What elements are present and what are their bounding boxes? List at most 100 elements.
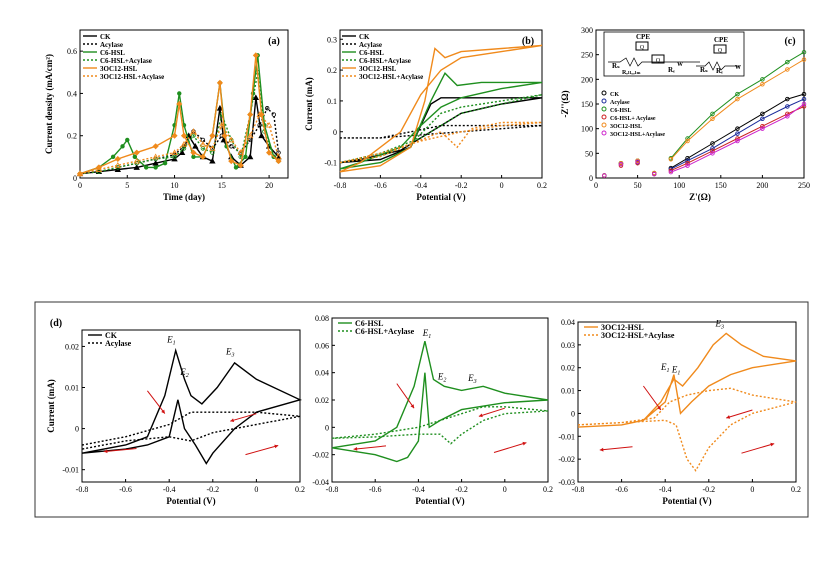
panel-a-data-point <box>171 149 178 156</box>
panel-b-plot-frame <box>339 29 543 179</box>
panel-a-data-point <box>191 133 196 138</box>
panel-a-x-tick-label: 0 <box>78 181 82 190</box>
panel-d1-x-axis-label: Potential (V) <box>166 496 215 506</box>
panel-d1-scan-arrowhead <box>161 409 165 414</box>
panel-c-y-tick-label: 250 <box>581 51 593 60</box>
panel-c-legend-marker-1 <box>601 98 607 104</box>
panel-a-data-point <box>171 132 178 139</box>
panel-c-inset-circuit <box>608 57 700 67</box>
panel-c-fit-line-4 <box>670 59 805 160</box>
panel-c-x-tick-label: 150 <box>715 181 727 190</box>
panel-d3-scan-arrow <box>726 409 753 419</box>
panel-d1-series-line-0 <box>81 347 302 465</box>
panel-d2-y-tick-label: -0.04 <box>312 478 329 487</box>
panel-a-data-point <box>221 132 228 139</box>
panel-c-inset-label: Rₑ <box>716 67 723 75</box>
panel-d1-legend-label-1: Acylase <box>105 339 132 348</box>
panel-d1-y-axis-label: Current (mA) <box>46 379 56 433</box>
panel-d2-y-tick-label: 0.04 <box>315 369 329 378</box>
panel-c-data-point <box>710 148 715 154</box>
panel-b-x-axis-label: Potential (V) <box>416 192 465 202</box>
panel-d3-x-tick-label: -0.8 <box>572 485 585 494</box>
panel-a-data-point <box>210 150 215 155</box>
panel-c-data-point <box>685 158 690 163</box>
panel-a-y-tick-label: 0.4 <box>67 89 77 98</box>
panel-d1-x-tick-label: -0.2 <box>206 485 219 494</box>
panel-c-data-point <box>760 111 765 117</box>
panel-d2-x-tick-label: -0.2 <box>455 485 468 494</box>
panel-d3-plot-frame <box>577 321 797 483</box>
panel-c-legend-marker-3 <box>601 114 607 120</box>
panel-b-legend-label-4: 3OC12-HSL <box>359 65 397 73</box>
panel-a-data-point <box>152 153 159 160</box>
panel-d1-peak-label: E3 <box>225 347 235 359</box>
panel-c-data-point <box>785 111 790 117</box>
panel-a-data-point <box>209 132 216 139</box>
panel-d1-y-tick-label: -0.01 <box>62 466 79 475</box>
panel-c-y-tick-label: 200 <box>581 75 593 84</box>
panel-c-legend-label-1: Acylase <box>610 100 630 106</box>
panel-c-legend-marker-4 <box>601 122 607 128</box>
panel-d-tag: (d) <box>50 318 62 329</box>
panel-a-data-point <box>209 157 216 164</box>
panel-d2-peak-label-sub: 1 <box>428 334 431 340</box>
panel-c-y-tick-label: 50 <box>585 149 593 158</box>
panel-d3-scan-arrow <box>642 385 662 411</box>
panel-a-series-line-5 <box>79 113 280 175</box>
panel-a-data-point <box>247 132 254 139</box>
panel-c-legend-marker-5 <box>601 130 607 136</box>
panel-a-data-point <box>200 146 206 151</box>
panel-c-data-point <box>735 96 740 102</box>
panel-d1-scan-arrow <box>147 390 166 414</box>
panel-c-inset-circuit <box>696 61 740 71</box>
panel-c-legend-label-3: C6-HSL+ Acylase <box>610 116 656 122</box>
panel-a-data-point <box>120 144 125 149</box>
panel-b-x-tick-label: -0.8 <box>334 181 347 190</box>
panel-c-data-point <box>618 161 624 167</box>
panel-d2-y-tick-label: 0.08 <box>315 314 329 323</box>
panel-d3-scan-arrowhead <box>599 447 604 452</box>
panel-d3-series-line-0 <box>577 332 797 428</box>
panel-a-data-point <box>233 165 239 170</box>
panel-a-data-point <box>252 94 260 101</box>
panel-d2-peak-label-sub: 2 <box>443 378 446 384</box>
panel-c-inset-label: Q <box>718 48 723 54</box>
panel-a-data-point <box>152 143 159 150</box>
panel-c-data-point <box>801 104 807 109</box>
panel-d2-y-tick-label: 0 <box>325 423 329 432</box>
panel-a-data-point <box>133 164 140 170</box>
panel-c-data-point <box>735 138 740 144</box>
panel-d-frame <box>34 301 809 518</box>
panel-d3-scan-arrow <box>741 443 775 454</box>
panel-c-y-axis-label: -Z''(Ω) <box>560 90 570 117</box>
panel-c-data-point <box>668 157 674 162</box>
panel-a-tag: (a) <box>268 36 280 47</box>
panel-c-data-point <box>760 123 765 129</box>
panel-d2-legend-label-0: C6-HSL <box>355 319 383 328</box>
panel-c-data-point <box>602 173 607 178</box>
panel-c-data-point <box>735 126 740 131</box>
panel-d3-peak-label: E3 <box>714 319 724 331</box>
panel-c-data-point <box>668 169 674 175</box>
panel-c-x-tick-label: 250 <box>798 181 810 190</box>
panel-a-data-point <box>199 140 207 147</box>
panel-b-series-line-3 <box>339 94 543 164</box>
panel-a-data-point <box>133 149 140 156</box>
panel-d1-peak-label-sub: 1 <box>173 340 176 346</box>
panel-c-data-point <box>685 156 690 161</box>
panel-c-x-tick-label: 100 <box>673 181 685 190</box>
panel-c-inset-label: CPE <box>714 36 728 44</box>
panel-d3-peak-label-sub: 1 <box>677 370 680 376</box>
panel-d3-peak-label-sub: 1 <box>666 368 669 374</box>
panel-c-legend-label-4: 3OC12-HSL <box>610 124 642 130</box>
panel-a-data-point <box>247 153 254 160</box>
panel-c-inset-label: Q <box>640 45 645 51</box>
panel-c-inset-label: Rₛ <box>612 62 620 70</box>
panel-d3-x-tick-label: -0.4 <box>659 485 672 494</box>
panel-d3-y-tick-label: 0 <box>571 409 575 418</box>
panel-d3-scan-arrowhead <box>657 406 661 410</box>
panel-c-inset-label: Rₑₗₗₒₔₗₘ <box>622 70 641 76</box>
panel-d2-scan-arrowhead <box>478 413 483 418</box>
panel-a-data-point <box>162 160 168 166</box>
